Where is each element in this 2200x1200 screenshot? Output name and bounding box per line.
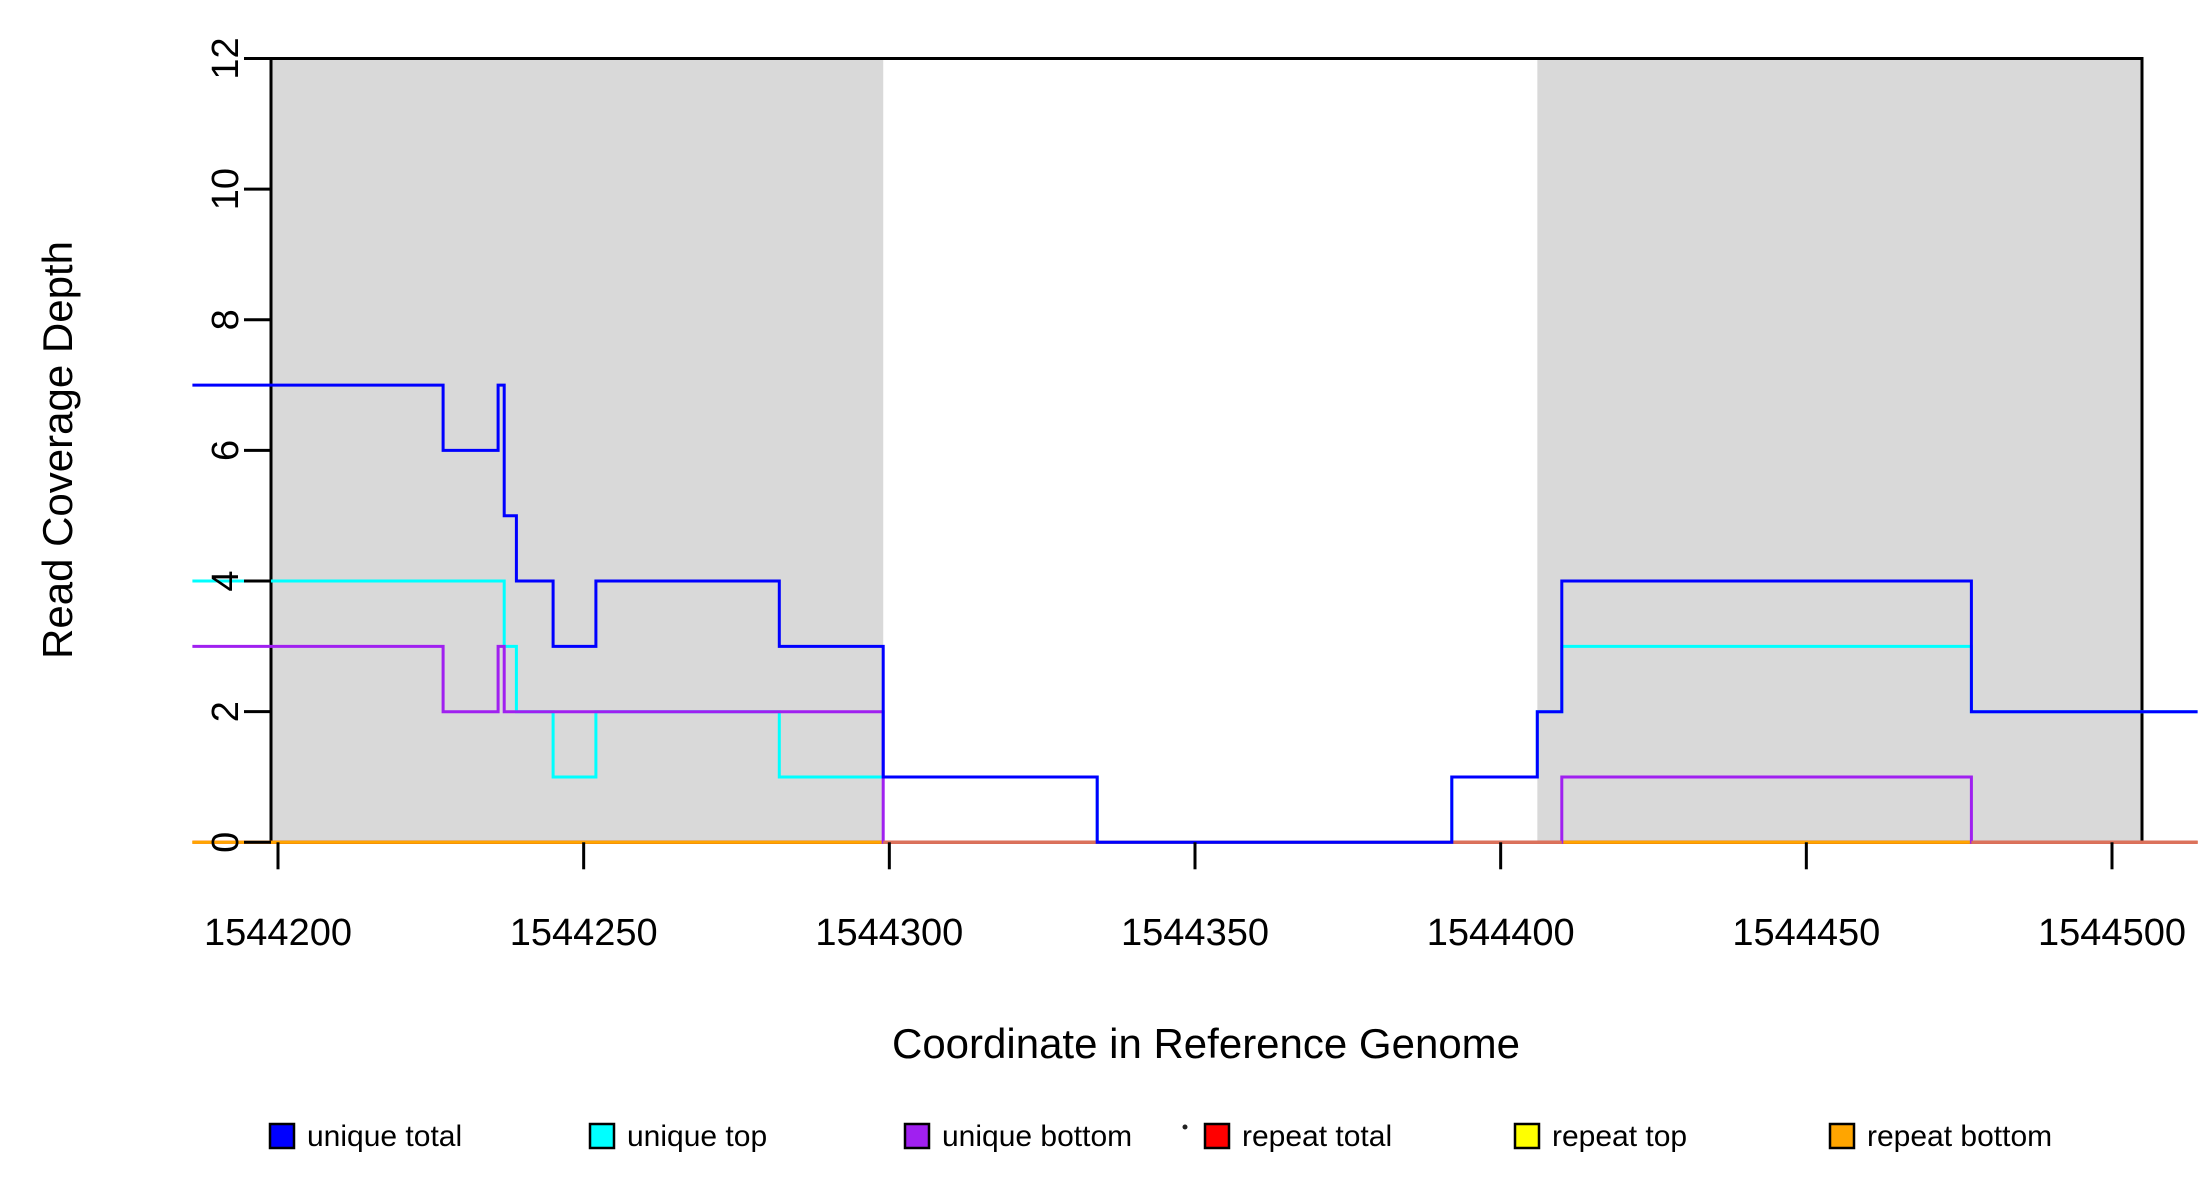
x-tick-label: 1544500 (2038, 912, 2186, 954)
legend-label-unique-bottom: unique bottom (942, 1120, 1132, 1153)
legend-swatch-repeat-top (1513, 1122, 1541, 1150)
series-unique-bottom (192, 644, 2198, 844)
shaded-region-1 (271, 58, 884, 843)
y-tick-label: 12 (205, 37, 247, 79)
legend-label-repeat-bottom: repeat bottom (1867, 1120, 2052, 1153)
y-axis-title: Read Coverage Depth (34, 241, 81, 659)
legend-label-unique-total: unique total (307, 1120, 462, 1153)
axes: 1544200 1544250 1544300 1544350 1544400 15444… (204, 37, 2186, 954)
legend-label-repeat-top: repeat top (1552, 1120, 1687, 1153)
legend-swatch-repeat-total (1203, 1122, 1231, 1150)
legend-swatch-unique-total (268, 1122, 296, 1150)
legend-swatch-unique-top (588, 1122, 616, 1150)
y-tick-label: 0 (205, 832, 247, 853)
legend: unique total unique top unique bottom repea… (268, 1120, 2052, 1153)
series-unique-total (192, 383, 2198, 844)
y-tick-label: 6 (205, 440, 247, 461)
x-tick-label: 1544350 (1121, 912, 1269, 954)
legend-label-repeat-total: repeat total (1242, 1120, 1392, 1153)
y-tick-label: 10 (205, 168, 247, 210)
x-tick-label: 1544450 (1732, 912, 1880, 954)
x-tick-label: 1544250 (510, 912, 658, 954)
y-tick-label: 8 (205, 309, 247, 330)
legend-label-unique-top: unique top (627, 1120, 767, 1153)
shaded-regions (271, 58, 2142, 843)
x-tick-label: 1544300 (815, 912, 963, 954)
stray-dot (1182, 1124, 1188, 1130)
legend-swatch-repeat-bottom (1828, 1122, 1856, 1150)
y-tick-label: 4 (205, 570, 247, 591)
legend-swatch-unique-bottom (903, 1122, 931, 1150)
x-axis-title: Coordinate in Reference Genome (892, 1020, 1520, 1067)
y-tick-label: 2 (205, 701, 247, 722)
x-tick-label: 1544400 (1427, 912, 1575, 954)
shaded-region-2 (1537, 58, 2142, 843)
x-tick-label: 1544200 (204, 912, 352, 954)
